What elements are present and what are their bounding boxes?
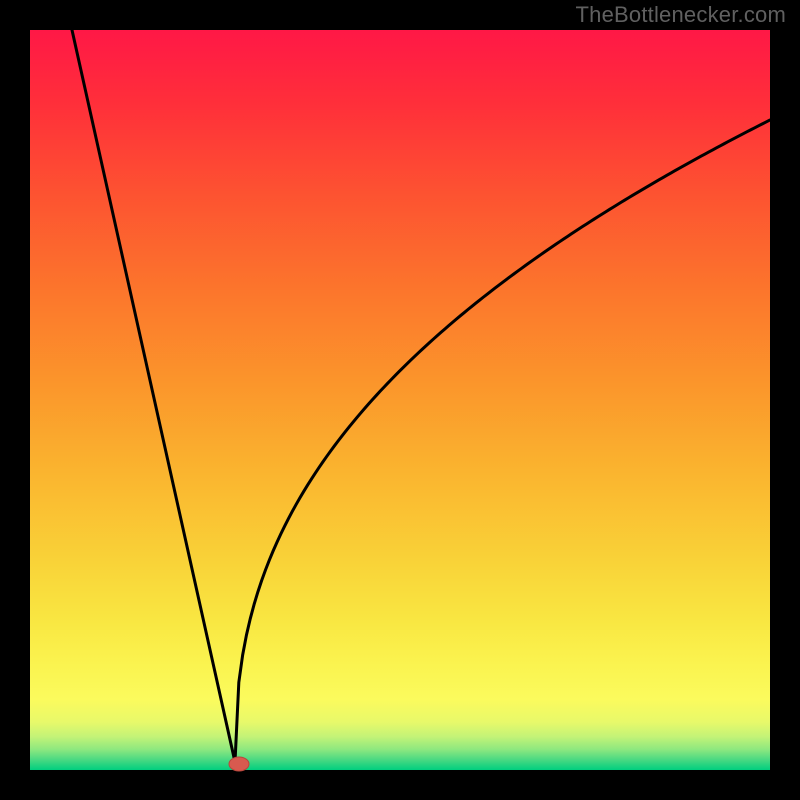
gradient-background — [30, 30, 770, 770]
watermark-text: TheBottlenecker.com — [576, 2, 786, 28]
chart-container: TheBottlenecker.com — [0, 0, 800, 800]
bottleneck-chart — [0, 0, 800, 800]
optimal-point-marker — [229, 757, 249, 771]
